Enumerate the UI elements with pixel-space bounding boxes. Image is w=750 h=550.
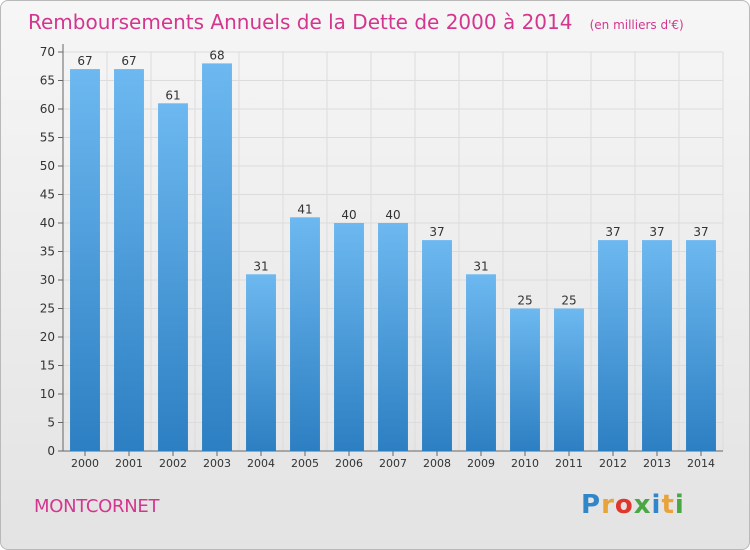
data-label: 41 (297, 202, 312, 216)
y-tick-label: 25 (40, 302, 55, 316)
bar (158, 103, 188, 452)
units-label: (en milliers d'€) (589, 18, 684, 32)
bar (686, 240, 716, 451)
x-tick-label: 2008 (423, 457, 451, 470)
title-row: Remboursements Annuels de la Dette de 20… (28, 10, 684, 34)
y-tick-label: 65 (40, 74, 55, 88)
y-tick-label: 20 (40, 330, 55, 344)
x-tick-label: 2006 (335, 457, 363, 470)
bar (466, 274, 496, 451)
x-tick-label: 2014 (687, 457, 715, 470)
y-tick-label: 10 (40, 387, 55, 401)
y-tick-label: 40 (40, 216, 55, 230)
bar (598, 240, 628, 451)
bar (510, 308, 540, 451)
x-tick-label: 2010 (511, 457, 539, 470)
logo-letter: x (633, 490, 652, 520)
bar (70, 69, 100, 451)
logo-letter: o (614, 490, 634, 520)
logo-letter: i (651, 490, 662, 520)
y-tick-label: 5 (47, 416, 55, 430)
bar (422, 240, 452, 451)
chart-title: Remboursements Annuels de la Dette de 20… (28, 10, 573, 34)
x-tick-label: 2007 (379, 457, 407, 470)
data-label: 25 (517, 294, 532, 308)
bar (202, 63, 232, 452)
commune-name: MONTCORNET (34, 496, 160, 517)
y-tick-label: 60 (40, 102, 55, 116)
data-label: 67 (121, 54, 136, 68)
y-tick-label: 30 (40, 273, 55, 287)
data-label: 25 (561, 294, 576, 308)
data-label: 37 (693, 225, 708, 239)
data-label: 31 (253, 259, 268, 273)
logo-letter: P (581, 490, 602, 520)
bar (246, 274, 276, 451)
bar (642, 240, 672, 451)
data-label: 67 (77, 54, 92, 68)
y-tick-label: 35 (40, 245, 55, 259)
x-tick-label: 2001 (115, 457, 143, 470)
x-tick-label: 2005 (291, 457, 319, 470)
x-tick-label: 2012 (599, 457, 627, 470)
y-tick-label: 70 (40, 45, 55, 59)
logo-letter: t (661, 490, 675, 520)
y-tick-label: 45 (40, 188, 55, 202)
x-tick-label: 2004 (247, 457, 275, 470)
data-label: 61 (165, 88, 180, 102)
data-label: 31 (473, 259, 488, 273)
data-label: 68 (209, 48, 224, 62)
y-tick-label: 0 (47, 444, 55, 458)
x-tick-label: 2009 (467, 457, 495, 470)
bar (290, 217, 320, 451)
x-tick-label: 2000 (71, 457, 99, 470)
x-tick-label: 2013 (643, 457, 671, 470)
y-tick-label: 15 (40, 359, 55, 373)
bar (378, 223, 408, 451)
x-tick-label: 2003 (203, 457, 231, 470)
y-tick-label: 50 (40, 159, 55, 173)
logo-letter: r (601, 490, 615, 520)
proxiti-logo: Proxiti (581, 490, 685, 520)
data-label: 37 (429, 225, 444, 239)
bar (114, 69, 144, 451)
logo-letter: i (674, 490, 685, 520)
data-label: 37 (605, 225, 620, 239)
x-tick-label: 2011 (555, 457, 583, 470)
y-tick-label: 55 (40, 131, 55, 145)
data-label: 37 (649, 225, 664, 239)
data-label: 40 (341, 208, 356, 222)
data-label: 40 (385, 208, 400, 222)
x-tick-label: 2002 (159, 457, 187, 470)
bar (334, 223, 364, 451)
bar (554, 308, 584, 451)
